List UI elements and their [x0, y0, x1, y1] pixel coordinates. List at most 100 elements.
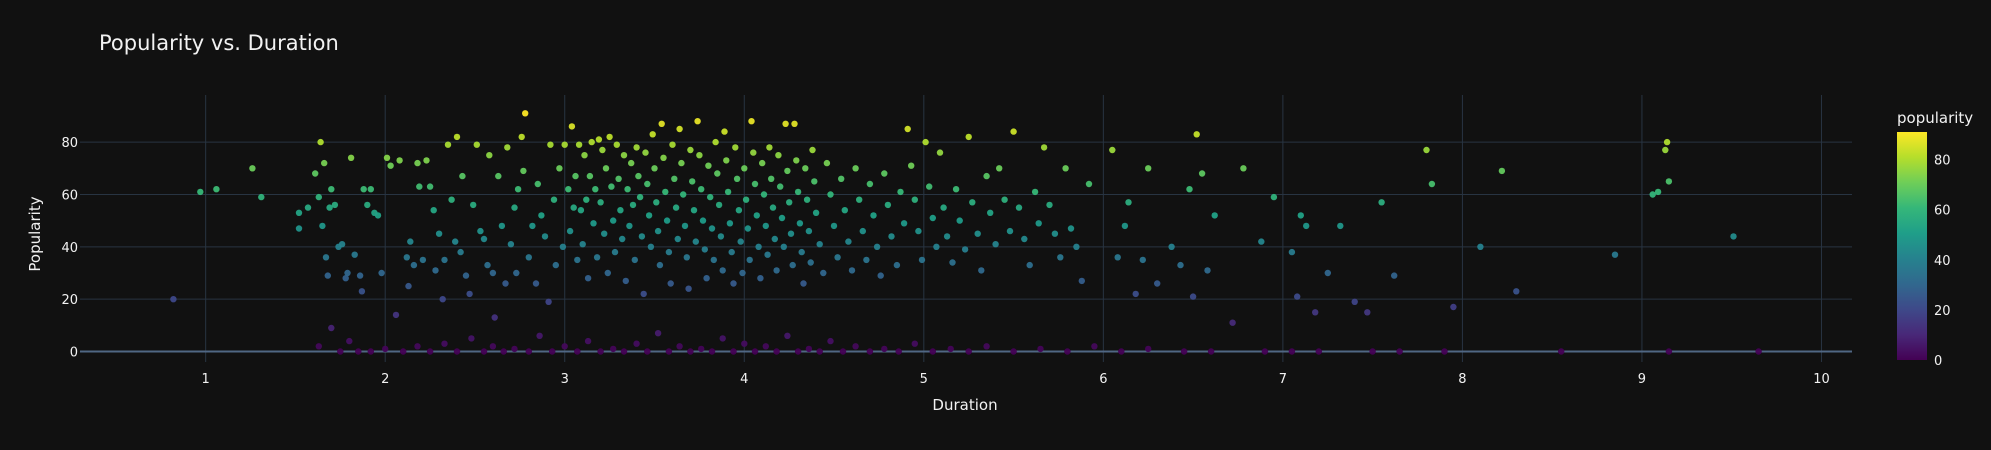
- data-point: [845, 238, 852, 245]
- data-point: [617, 207, 624, 214]
- data-point: [1035, 220, 1042, 227]
- data-point: [1450, 303, 1457, 311]
- data-point: [1270, 193, 1278, 201]
- data-point: [663, 217, 671, 224]
- data-point: [344, 269, 351, 277]
- data-point: [407, 238, 414, 245]
- data-point: [1423, 146, 1430, 154]
- data-point: [1031, 188, 1039, 196]
- y-axis-title: Popularity: [26, 196, 44, 271]
- data-point: [615, 175, 622, 182]
- data-point: [757, 275, 764, 282]
- data-point: [651, 165, 658, 172]
- data-point: [746, 256, 753, 264]
- data-point: [733, 175, 741, 182]
- data-point: [604, 269, 611, 277]
- data-point: [983, 172, 990, 180]
- data-point: [838, 175, 845, 182]
- data-point: [1312, 309, 1319, 316]
- data-point: [904, 125, 911, 133]
- data-point: [710, 256, 717, 264]
- data-point: [638, 233, 646, 240]
- data-point: [873, 243, 881, 250]
- data-point: [1611, 251, 1619, 258]
- data-point: [518, 133, 525, 141]
- data-point: [983, 343, 990, 350]
- data-point: [1665, 348, 1673, 355]
- data-point: [610, 345, 617, 353]
- y-tick-label: 60: [61, 188, 78, 203]
- data-point: [574, 256, 581, 264]
- data-point: [1015, 204, 1023, 211]
- data-point: [1288, 248, 1296, 256]
- data-point: [1396, 348, 1403, 355]
- data-point: [703, 275, 710, 282]
- data-point: [608, 183, 615, 190]
- data-point: [459, 172, 466, 180]
- data-point: [574, 348, 581, 355]
- data-point: [613, 141, 620, 148]
- data-point: [877, 272, 884, 279]
- data-point: [753, 212, 760, 219]
- data-point: [351, 251, 358, 258]
- data-point: [1324, 269, 1332, 277]
- data-point: [911, 340, 918, 347]
- data-point: [383, 154, 391, 161]
- data-point: [322, 254, 330, 261]
- data-point: [441, 340, 448, 347]
- data-point: [550, 196, 558, 203]
- data-point: [610, 217, 617, 224]
- y-axis-ticks: 0 20 40 60 80: [61, 136, 78, 360]
- data-point: [529, 222, 536, 230]
- data-point: [1073, 243, 1080, 250]
- data-point: [671, 175, 678, 182]
- data-point: [918, 256, 926, 264]
- data-point: [319, 222, 326, 230]
- y-tick-label: 20: [61, 293, 78, 308]
- data-point: [1297, 212, 1305, 219]
- data-point: [900, 220, 908, 227]
- data-point: [405, 282, 412, 290]
- data-point: [541, 233, 549, 240]
- data-point: [1391, 272, 1398, 279]
- data-point: [805, 227, 813, 235]
- data-point: [414, 343, 421, 350]
- data-point: [773, 267, 780, 274]
- data-point: [665, 248, 673, 256]
- data-point: [730, 280, 737, 287]
- data-point: [1021, 235, 1028, 243]
- data-point: [830, 222, 838, 230]
- data-point: [626, 222, 633, 230]
- data-point: [791, 120, 798, 128]
- data-point: [1040, 144, 1048, 151]
- data-point: [665, 348, 673, 355]
- data-point: [769, 204, 777, 211]
- data-point: [561, 343, 568, 350]
- data-point: [1118, 348, 1125, 355]
- data-point: [1010, 128, 1017, 135]
- colorbar-tick-label: 40: [1934, 254, 1951, 269]
- data-point: [947, 345, 954, 353]
- x-axis-ticks: 1 2 3 4 5 6 7 8 9 10: [202, 372, 1830, 387]
- data-point: [794, 348, 802, 355]
- data-point: [751, 348, 759, 355]
- data-point: [841, 207, 848, 214]
- data-point: [1121, 222, 1129, 230]
- data-point: [802, 165, 809, 172]
- data-point: [803, 196, 811, 203]
- data-point: [852, 343, 859, 350]
- data-point: [943, 233, 951, 240]
- data-point: [586, 172, 594, 180]
- colorbar-tick-label: 0: [1934, 354, 1942, 369]
- data-point: [647, 243, 655, 250]
- data-point: [597, 348, 604, 355]
- data-point: [1109, 146, 1116, 154]
- data-point: [566, 227, 574, 235]
- data-point: [687, 146, 694, 154]
- data-point: [342, 275, 349, 282]
- data-point: [213, 186, 220, 193]
- data-point: [1558, 348, 1565, 355]
- data-point: [513, 269, 520, 277]
- y-tick-label: 80: [61, 136, 78, 151]
- data-point: [419, 256, 427, 264]
